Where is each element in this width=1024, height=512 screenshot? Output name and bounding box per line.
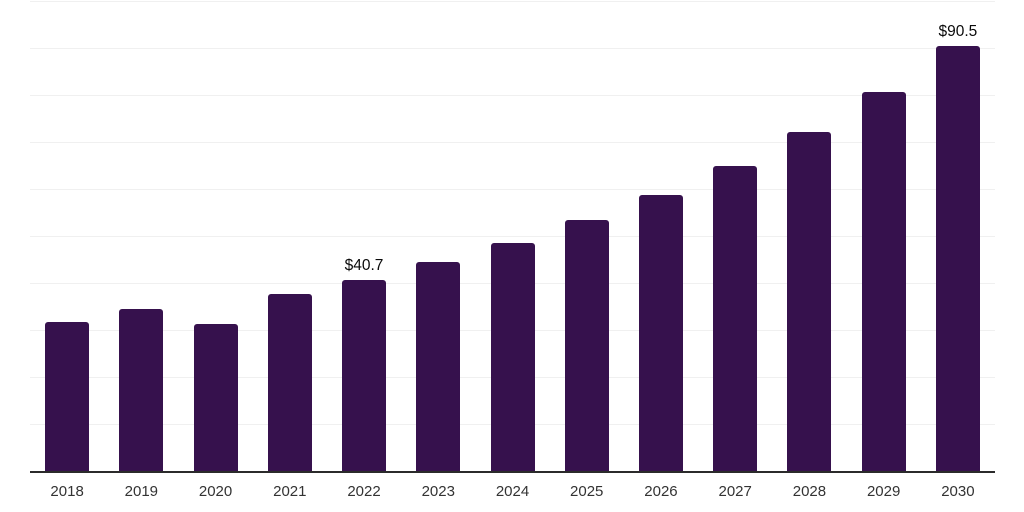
gridline-60 <box>30 189 995 190</box>
x-axis-label-2023: 2023 <box>421 483 455 500</box>
x-axis-label-2030: 2030 <box>941 483 975 500</box>
x-axis: 2018 2019 2020 2021 2022 2023 2024 2025 2026 2027… <box>30 483 995 505</box>
gridline-80 <box>30 95 995 96</box>
x-axis-label-2025: 2025 <box>570 483 604 500</box>
bar-2026 <box>638 194 683 471</box>
bar-2027 <box>713 165 758 471</box>
bar-2030 <box>935 45 980 471</box>
bar-2025 <box>564 220 609 471</box>
bar-2028 <box>787 132 832 471</box>
bar-2018 <box>45 321 90 471</box>
bar-2029 <box>861 92 906 471</box>
x-axis-label-2024: 2024 <box>495 483 530 500</box>
gridline-100 <box>30 1 995 2</box>
x-axis-label-2029: 2029 <box>866 483 901 500</box>
x-axis-label-2022: 2022 <box>347 483 381 500</box>
bar-2023 <box>416 261 461 471</box>
x-axis-label-2028: 2028 <box>792 483 827 500</box>
bar-2020 <box>193 323 238 471</box>
x-axis-label-2027: 2027 <box>718 483 752 500</box>
gridline-50 <box>30 236 995 237</box>
bar-2021 <box>267 293 312 471</box>
bar-value-label-2030: $90.5 <box>938 23 978 41</box>
gridline-90 <box>30 48 995 49</box>
bar-2019 <box>119 309 164 471</box>
bar-value-label-2022: $40.7 <box>344 257 384 275</box>
x-axis-label-2026: 2026 <box>644 483 678 500</box>
gridline-70 <box>30 142 995 143</box>
x-axis-label-2018: 2018 <box>50 483 84 500</box>
bar-2022 <box>342 279 387 471</box>
x-axis-label-2021: 2021 <box>273 483 307 500</box>
x-axis-label-2020: 2020 <box>198 483 233 500</box>
x-axis-label-2019: 2019 <box>124 483 159 500</box>
bar-2024 <box>490 243 535 471</box>
plot-area: $40.7 $90.5 <box>30 1 995 473</box>
